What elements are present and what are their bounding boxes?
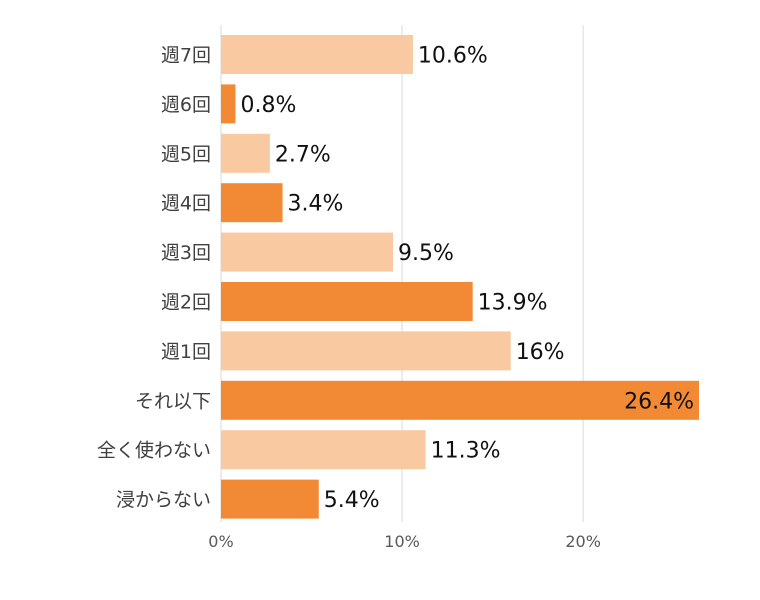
y-category-label: 週6回 <box>161 94 211 116</box>
x-axis-ticks: 0% 10% 20% <box>208 532 601 551</box>
bar <box>221 84 236 124</box>
data-label: 3.4% <box>288 192 344 217</box>
bar <box>221 133 270 173</box>
data-label: 13.9% <box>478 291 548 316</box>
bar <box>221 232 394 272</box>
data-label: 11.3% <box>431 439 501 464</box>
x-tick-label: 0% <box>208 532 233 551</box>
y-category-label: 週3回 <box>161 242 211 264</box>
y-category-label: 週4回 <box>161 193 211 215</box>
y-category-label: 全く使わない <box>97 440 211 462</box>
data-label: 5.4% <box>324 488 380 513</box>
y-category-label: 週7回 <box>161 45 211 67</box>
y-category-label: 浸からない <box>116 489 211 511</box>
data-label: 2.7% <box>275 142 331 167</box>
bar <box>221 282 473 321</box>
label-layer: 週7回 10.6% 週6回 0.8% 週5回 2.7% 週4回 3.4% 週3回 9.5% 週2回 1… <box>97 44 694 514</box>
y-category-label: それ以下 <box>135 390 211 412</box>
y-category-label: 週5回 <box>161 143 211 165</box>
bar <box>221 380 699 420</box>
y-category-label: 週1回 <box>161 341 211 363</box>
bar <box>221 35 413 74</box>
data-label: 9.5% <box>398 241 454 266</box>
data-label: 26.4% <box>624 389 694 414</box>
bar <box>221 331 511 371</box>
x-tick-label: 20% <box>565 532 601 551</box>
x-tick-label: 10% <box>384 532 420 551</box>
bar-layer <box>221 35 699 519</box>
bar <box>221 430 426 470</box>
data-label: 16% <box>516 340 565 365</box>
bar <box>221 183 283 223</box>
data-label: 10.6% <box>418 44 488 69</box>
data-label: 0.8% <box>240 93 296 118</box>
y-category-label: 週2回 <box>161 292 211 314</box>
bar <box>221 479 319 519</box>
